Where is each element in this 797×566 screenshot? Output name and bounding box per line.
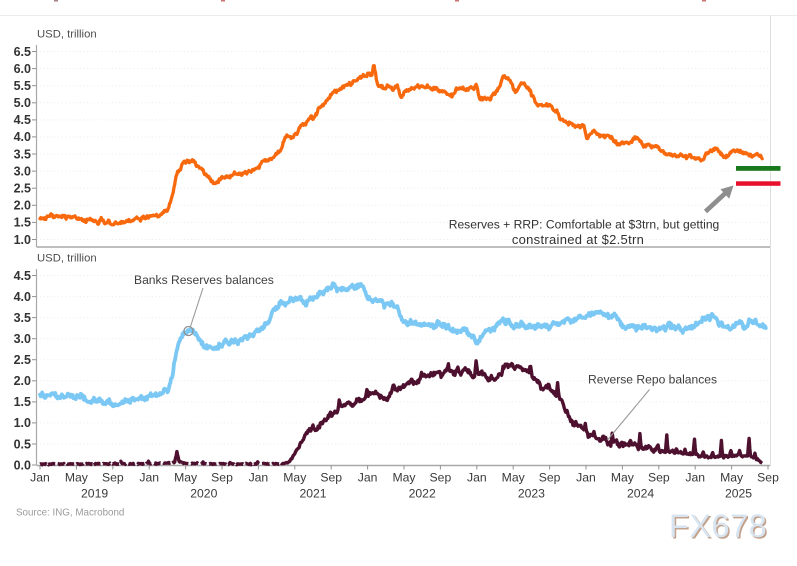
svg-text:2024: 2024 <box>627 487 654 501</box>
svg-text:May: May <box>720 471 744 485</box>
svg-text:0.5: 0.5 <box>14 437 31 451</box>
svg-text:4.0: 4.0 <box>14 130 31 144</box>
svg-text:2020: 2020 <box>190 487 217 501</box>
svg-text:Jan: Jan <box>249 471 269 485</box>
svg-text:1.0: 1.0 <box>14 233 31 247</box>
svg-text:constrained at $2.5trn: constrained at $2.5trn <box>512 232 644 247</box>
svg-text:3.5: 3.5 <box>14 311 31 325</box>
svg-text:May: May <box>174 471 198 485</box>
svg-text:Jan: Jan <box>685 471 705 485</box>
svg-text:6.5: 6.5 <box>14 45 31 59</box>
svg-text:1.0: 1.0 <box>14 416 31 430</box>
svg-text:3.0: 3.0 <box>14 164 31 178</box>
svg-text:Sep: Sep <box>539 471 561 485</box>
svg-text:May: May <box>611 471 635 485</box>
svg-text:Jan: Jan <box>576 471 596 485</box>
svg-text:2.0: 2.0 <box>14 374 31 388</box>
svg-text:FX678: FX678 <box>669 508 767 544</box>
svg-text:Jan: Jan <box>139 471 159 485</box>
svg-text:May: May <box>65 471 89 485</box>
svg-text:Jan: Jan <box>358 471 378 485</box>
svg-text:2022: 2022 <box>409 487 436 501</box>
svg-text:5.5: 5.5 <box>14 79 31 93</box>
svg-text:4.5: 4.5 <box>14 269 31 283</box>
svg-text:5.0: 5.0 <box>14 96 31 110</box>
svg-text:May: May <box>283 471 307 485</box>
svg-text:Reserves + RRP: Comfortable at: Reserves + RRP: Comfortable at $3trn, bu… <box>449 217 720 231</box>
svg-text:FX678: FX678 <box>671 510 769 546</box>
svg-text:2.5: 2.5 <box>14 182 31 196</box>
svg-text:May: May <box>392 471 416 485</box>
svg-text:Reverse Repo balances: Reverse Repo balances <box>588 373 717 387</box>
svg-text:3.5: 3.5 <box>14 147 31 161</box>
svg-text:6.0: 6.0 <box>14 62 31 76</box>
svg-text:2019: 2019 <box>81 487 108 501</box>
svg-text:1.5: 1.5 <box>14 395 31 409</box>
svg-text:3.0: 3.0 <box>14 332 31 346</box>
svg-text:Banks Reserves balances: Banks Reserves balances <box>134 273 274 287</box>
svg-text:2023: 2023 <box>518 487 545 501</box>
svg-text:Sep: Sep <box>757 471 779 485</box>
svg-text:Sep: Sep <box>430 471 452 485</box>
svg-text:2.0: 2.0 <box>14 199 31 213</box>
svg-text:2025: 2025 <box>725 487 752 501</box>
svg-text:Sep: Sep <box>320 471 342 485</box>
svg-text:4.5: 4.5 <box>14 113 31 127</box>
svg-text:May: May <box>502 471 526 485</box>
svg-text:2021: 2021 <box>299 487 326 501</box>
svg-text:Sep: Sep <box>211 471 233 485</box>
svg-text:USD, trillion: USD, trillion <box>37 29 97 41</box>
svg-text:1.5: 1.5 <box>14 216 31 230</box>
svg-text:Source: ING, Macrobond: Source: ING, Macrobond <box>16 508 124 519</box>
svg-text:USD, trillion: USD, trillion <box>37 253 97 265</box>
svg-text:0.0: 0.0 <box>14 458 31 472</box>
svg-text:Jan: Jan <box>467 471 487 485</box>
svg-text:2.5: 2.5 <box>14 353 31 367</box>
svg-text:4.0: 4.0 <box>14 290 31 304</box>
svg-text:Sep: Sep <box>102 471 124 485</box>
svg-text:Jan: Jan <box>30 471 50 485</box>
svg-text:Sep: Sep <box>648 471 670 485</box>
